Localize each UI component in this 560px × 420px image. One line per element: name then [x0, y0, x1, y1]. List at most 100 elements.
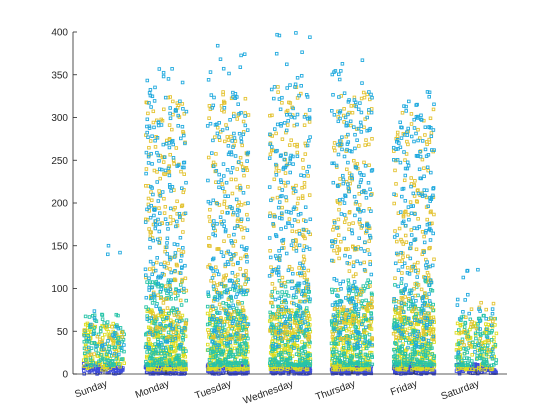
data-point: [427, 299, 432, 303]
data-point: [168, 356, 172, 361]
data-point: [216, 351, 220, 356]
data-point: [281, 237, 286, 242]
data-point: [166, 227, 170, 231]
data-point: [287, 264, 292, 269]
data-point: [157, 206, 161, 210]
data-point: [285, 343, 289, 348]
data-point: [333, 288, 338, 292]
data-point: [169, 297, 173, 301]
data-point: [214, 180, 218, 184]
data-point: [401, 255, 405, 259]
data-point: [243, 201, 248, 206]
data-point: [277, 186, 282, 191]
data-point: [111, 321, 115, 326]
data-point: [96, 351, 100, 356]
data-point: [152, 294, 157, 299]
data-point: [294, 31, 298, 35]
data-point: [144, 150, 149, 155]
data-point: [155, 170, 159, 174]
data-point: [207, 243, 211, 248]
data-point: [306, 282, 311, 287]
data-point: [353, 132, 357, 137]
data-point: [98, 326, 103, 330]
data-point: [182, 160, 187, 165]
data-point: [332, 361, 337, 365]
data-point: [226, 249, 231, 254]
data-point: [216, 334, 220, 338]
data-point: [357, 184, 361, 189]
data-point: [223, 264, 227, 269]
data-point: [144, 295, 149, 300]
data-point: [89, 363, 93, 368]
data-point: [420, 230, 425, 234]
data-point: [330, 72, 335, 77]
data-point: [347, 321, 351, 326]
data-point: [338, 116, 342, 121]
data-point: [165, 340, 169, 344]
data-point: [236, 217, 240, 221]
data-point: [93, 318, 97, 322]
data-point: [283, 331, 287, 336]
data-point: [106, 252, 110, 257]
data-point: [307, 120, 312, 124]
data-point: [353, 246, 358, 251]
data-point: [211, 313, 215, 318]
data-point: [242, 313, 246, 318]
data-point: [293, 242, 298, 246]
data-point: [308, 217, 313, 222]
data-point: [92, 316, 97, 320]
data-point: [96, 354, 100, 358]
data-point: [280, 205, 284, 210]
data-point: [174, 348, 178, 353]
data-point: [268, 132, 272, 137]
data-point: [180, 203, 185, 208]
data-point: [352, 343, 357, 347]
data-point: [429, 332, 433, 337]
data-point: [290, 267, 294, 271]
data-point: [403, 158, 407, 162]
data-point: [291, 301, 296, 306]
data-point: [205, 124, 210, 128]
data-point: [122, 349, 126, 354]
data-point: [174, 224, 178, 229]
data-point: [301, 345, 306, 349]
data-point: [143, 220, 148, 224]
data-point: [177, 211, 182, 216]
data-point: [219, 282, 224, 286]
data-point: [155, 136, 160, 140]
data-point: [421, 337, 425, 342]
data-point: [407, 341, 411, 345]
data-point: [358, 101, 362, 105]
data-point: [337, 139, 342, 143]
data-point: [177, 319, 182, 324]
data-point: [341, 341, 346, 345]
data-point: [396, 284, 400, 289]
data-point: [206, 290, 210, 295]
data-point: [363, 190, 368, 195]
data-point: [184, 180, 188, 185]
data-point: [406, 254, 410, 259]
data-point: [211, 138, 215, 143]
data-point: [405, 139, 409, 144]
data-point: [279, 283, 284, 287]
data-point: [223, 229, 228, 234]
data-point: [231, 145, 235, 149]
data-point: [213, 135, 217, 139]
data-point: [242, 316, 247, 321]
data-point: [394, 342, 398, 346]
data-point: [306, 174, 310, 178]
data-point: [120, 330, 124, 335]
data-point: [429, 367, 434, 372]
data-point: [299, 173, 303, 177]
data-point: [345, 358, 350, 362]
data-point: [416, 188, 420, 192]
data-point: [293, 189, 298, 194]
data-point: [176, 113, 180, 118]
data-point: [179, 253, 184, 258]
data-point: [107, 347, 111, 351]
data-point: [416, 127, 420, 132]
data-point: [370, 305, 374, 309]
data-point: [426, 351, 430, 355]
data-point: [332, 367, 337, 372]
data-point: [430, 346, 434, 350]
